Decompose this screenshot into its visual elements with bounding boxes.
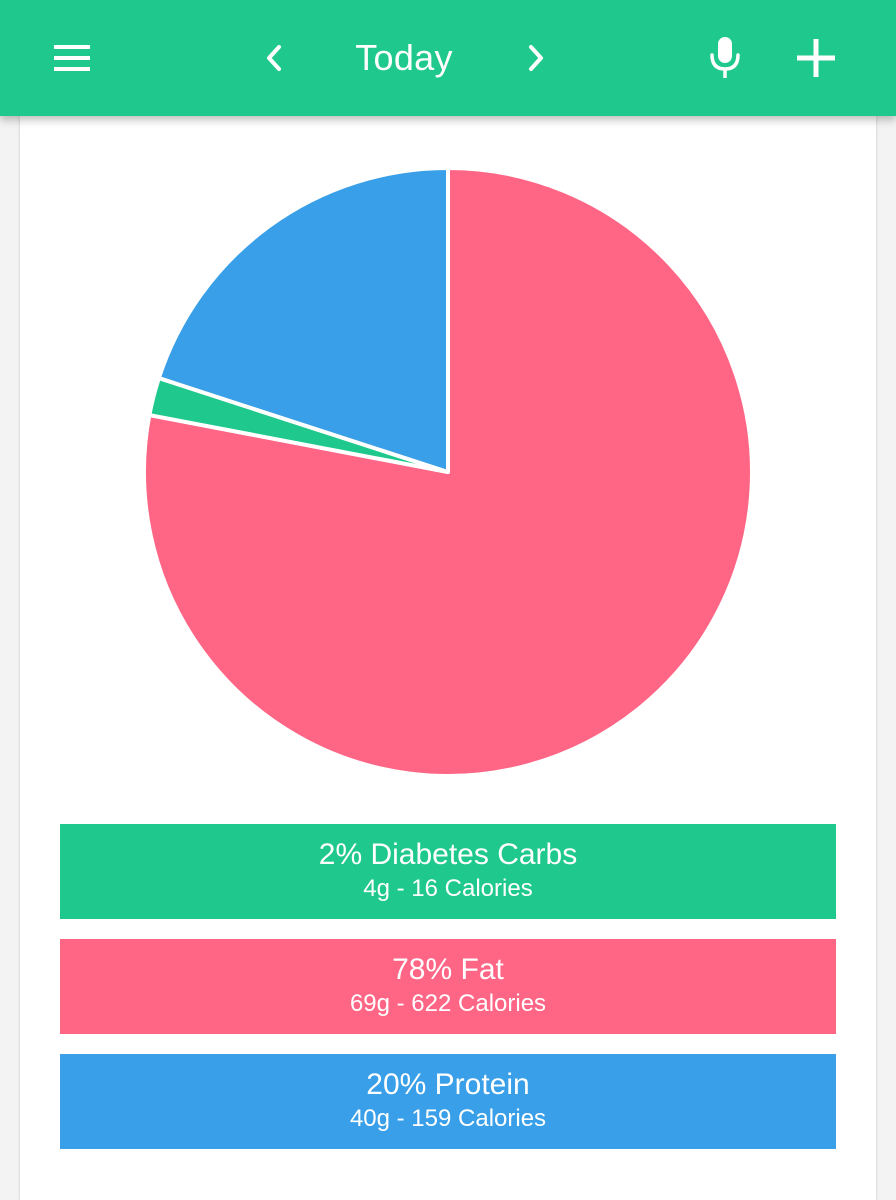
legend-fat-detail: 69g - 622 Calories	[349, 990, 547, 1017]
legend-protein[interactable]: 20% Protein 40g - 159 Calories	[60, 1054, 836, 1149]
chevron-left-icon	[263, 43, 285, 73]
chevron-right-icon	[525, 43, 547, 73]
voice-input-button[interactable]	[694, 0, 756, 116]
menu-icon	[52, 43, 92, 73]
previous-day-button[interactable]	[244, 0, 304, 116]
legend-carbs-detail: 4g - 16 Calories	[363, 875, 533, 902]
menu-button[interactable]	[36, 0, 108, 116]
legend-protein-detail: 40g - 159 Calories	[349, 1105, 547, 1132]
page-title: Today	[355, 37, 453, 78]
legend-protein-title: 20% Protein	[366, 1068, 530, 1101]
legend-fat-title: 78% Fat	[392, 953, 504, 986]
plus-icon	[795, 37, 837, 79]
pie-slice-protein[interactable]	[156, 166, 450, 474]
next-day-button[interactable]	[506, 0, 566, 116]
legend-carbs[interactable]: 2% Diabetes Carbs 4g - 16 Calories	[60, 824, 836, 919]
legend-carbs-title: 2% Diabetes Carbs	[318, 838, 578, 871]
macro-card: 2% Diabetes Carbs 4g - 16 Calories 78% F…	[20, 116, 876, 1200]
add-entry-button[interactable]	[784, 0, 848, 116]
app-bar: Today	[0, 0, 896, 116]
macro-pie-chart	[142, 166, 754, 778]
microphone-icon	[708, 35, 742, 81]
legend-fat[interactable]: 78% Fat 69g - 622 Calories	[60, 939, 836, 1034]
